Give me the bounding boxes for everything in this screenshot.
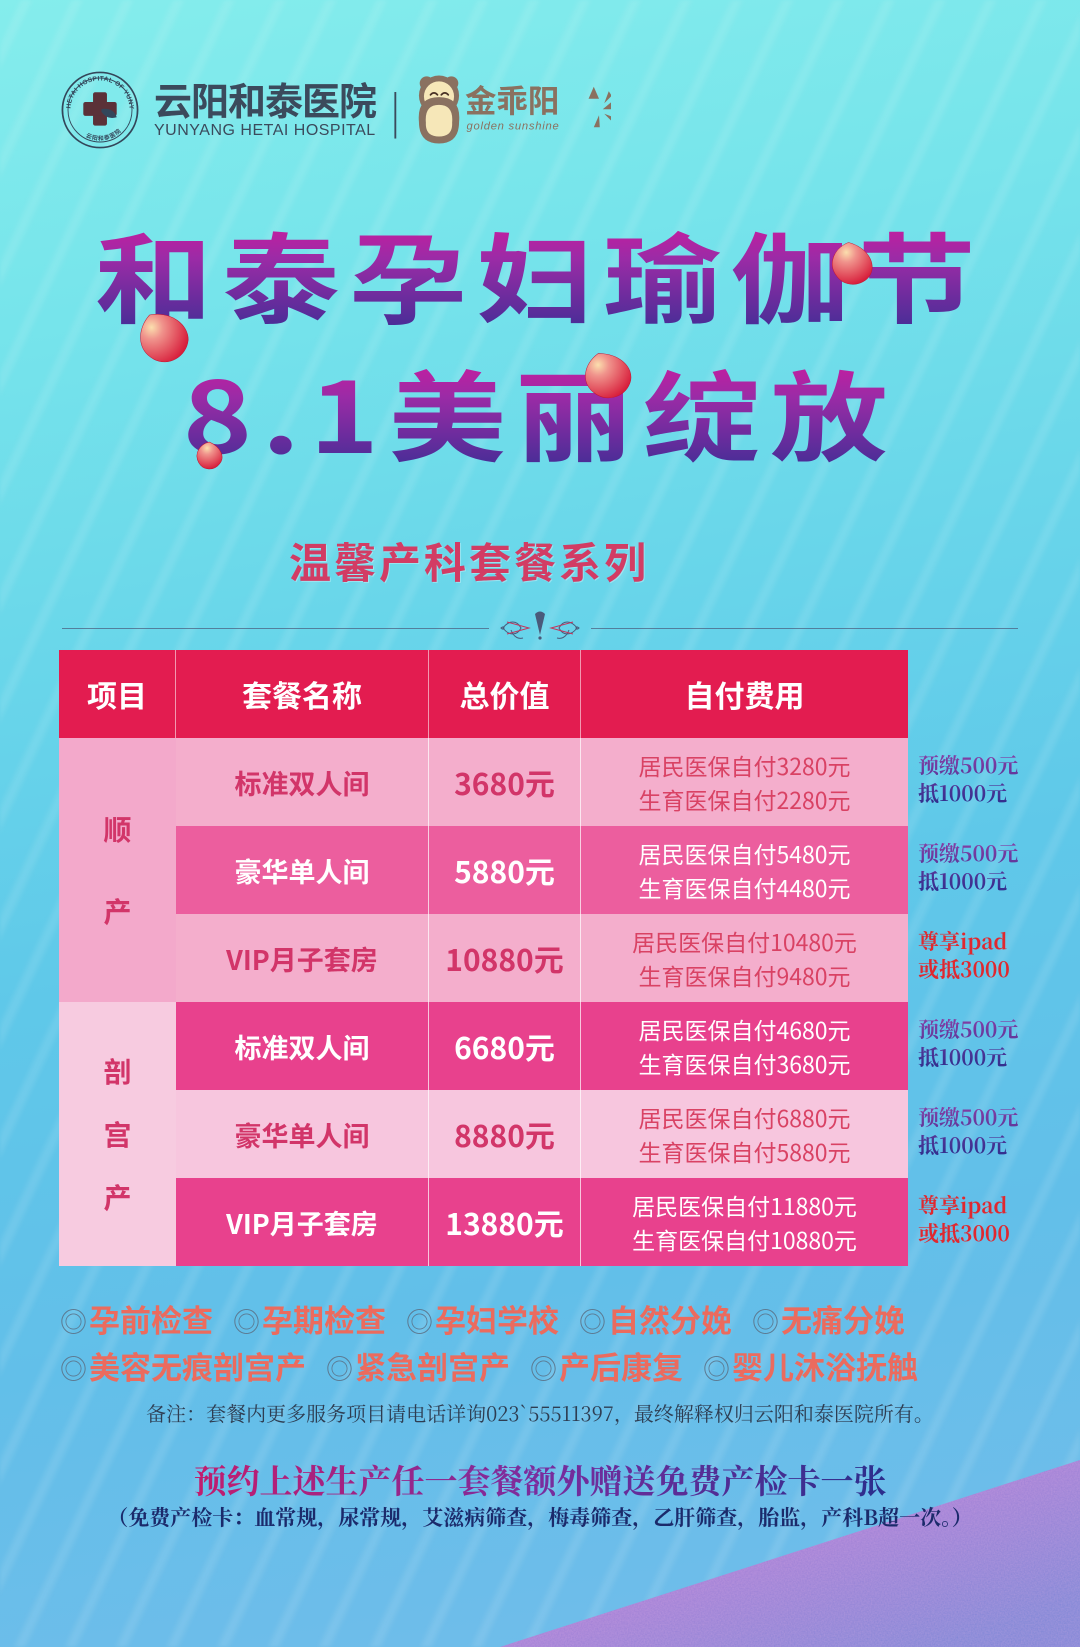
svg-text:金乖阳: 金乖阳: [465, 77, 559, 122]
svg-text:预约上述生产任一套餐额外赠送免费产检卡一张: 预约上述生产任一套餐额外赠送免费产检卡一张: [194, 1456, 887, 1503]
svg-text:golden sunshine: golden sunshine: [466, 120, 559, 132]
svg-text:云阳和泰医院: 云阳和泰医院: [85, 125, 123, 142]
